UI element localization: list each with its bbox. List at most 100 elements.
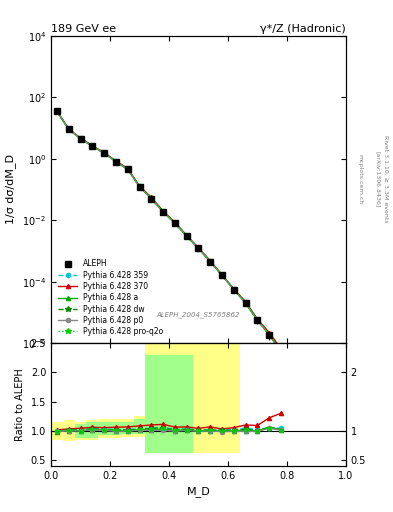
Text: γ*/Z (Hadronic): γ*/Z (Hadronic) bbox=[260, 24, 346, 34]
Y-axis label: Ratio to ALEPH: Ratio to ALEPH bbox=[15, 368, 25, 441]
Pythia 6.428 359 bbox=[78, 135, 83, 141]
Pythia 6.428 pro-q2o bbox=[66, 126, 71, 132]
Pythia 6.428 359 bbox=[55, 108, 59, 114]
Pythia 6.428 a bbox=[66, 126, 71, 133]
Text: 189 GeV ee: 189 GeV ee bbox=[51, 24, 116, 34]
Pythia 6.428 p0 bbox=[114, 159, 118, 165]
X-axis label: M_D: M_D bbox=[187, 486, 210, 497]
Pythia 6.428 a bbox=[161, 209, 165, 215]
Line: Pythia 6.428 370: Pythia 6.428 370 bbox=[55, 109, 283, 351]
Pythia 6.428 pro-q2o bbox=[55, 108, 59, 114]
Pythia 6.428 pro-q2o bbox=[279, 349, 283, 355]
Pythia 6.428 359 bbox=[90, 143, 95, 149]
Pythia 6.428 a bbox=[255, 317, 260, 324]
Pythia 6.428 359 bbox=[184, 233, 189, 239]
Pythia 6.428 dw bbox=[161, 208, 165, 215]
Pythia 6.428 dw bbox=[267, 331, 272, 337]
Pythia 6.428 370 bbox=[90, 143, 95, 149]
Pythia 6.428 pro-q2o bbox=[220, 272, 224, 279]
Pythia 6.428 p0 bbox=[161, 209, 165, 215]
Line: Pythia 6.428 359: Pythia 6.428 359 bbox=[55, 109, 283, 354]
Pythia 6.428 370 bbox=[137, 183, 142, 189]
Pythia 6.428 a bbox=[90, 143, 95, 150]
Pythia 6.428 a bbox=[137, 184, 142, 190]
Pythia 6.428 370 bbox=[184, 232, 189, 239]
Pythia 6.428 a bbox=[55, 109, 59, 115]
Legend: ALEPH, Pythia 6.428 359, Pythia 6.428 370, Pythia 6.428 a, Pythia 6.428 dw, Pyth: ALEPH, Pythia 6.428 359, Pythia 6.428 37… bbox=[55, 257, 167, 339]
Y-axis label: 1/σ dσ/dM_D: 1/σ dσ/dM_D bbox=[6, 155, 17, 224]
Pythia 6.428 359 bbox=[161, 208, 165, 215]
Pythia 6.428 a bbox=[208, 259, 213, 265]
Text: Rivet 3.1.10, ≥ 3.3M events: Rivet 3.1.10, ≥ 3.3M events bbox=[383, 135, 388, 223]
Pythia 6.428 dw bbox=[137, 184, 142, 190]
Pythia 6.428 359 bbox=[149, 195, 154, 201]
Pythia 6.428 359 bbox=[243, 300, 248, 306]
Pythia 6.428 359 bbox=[267, 331, 272, 337]
Pythia 6.428 359 bbox=[102, 150, 107, 156]
Pythia 6.428 p0 bbox=[66, 126, 71, 133]
Pythia 6.428 370 bbox=[267, 329, 272, 335]
Pythia 6.428 p0 bbox=[173, 220, 177, 226]
Pythia 6.428 370 bbox=[208, 258, 213, 264]
Pythia 6.428 p0 bbox=[220, 272, 224, 279]
Pythia 6.428 dw bbox=[102, 150, 107, 156]
Pythia 6.428 a bbox=[125, 166, 130, 173]
Pythia 6.428 359 bbox=[220, 272, 224, 278]
Pythia 6.428 pro-q2o bbox=[255, 317, 260, 323]
Pythia 6.428 p0 bbox=[279, 349, 283, 355]
Pythia 6.428 p0 bbox=[149, 196, 154, 202]
Pythia 6.428 pro-q2o bbox=[137, 184, 142, 190]
Pythia 6.428 p0 bbox=[208, 259, 213, 265]
Pythia 6.428 p0 bbox=[243, 300, 248, 306]
Text: [arXiv:1306.3436]: [arXiv:1306.3436] bbox=[375, 151, 380, 207]
Pythia 6.428 dw bbox=[149, 195, 154, 201]
Pythia 6.428 370 bbox=[279, 346, 283, 352]
Line: Pythia 6.428 p0: Pythia 6.428 p0 bbox=[55, 109, 283, 354]
Pythia 6.428 359 bbox=[137, 183, 142, 189]
Pythia 6.428 p0 bbox=[125, 166, 130, 173]
Pythia 6.428 370 bbox=[255, 316, 260, 322]
Pythia 6.428 dw bbox=[173, 220, 177, 226]
Pythia 6.428 pro-q2o bbox=[90, 143, 95, 150]
Pythia 6.428 p0 bbox=[196, 245, 201, 251]
Pythia 6.428 pro-q2o bbox=[78, 136, 83, 142]
Pythia 6.428 359 bbox=[231, 286, 236, 292]
Text: mcplots.cern.ch: mcplots.cern.ch bbox=[358, 154, 363, 204]
Pythia 6.428 370 bbox=[220, 272, 224, 278]
Pythia 6.428 a bbox=[149, 196, 154, 202]
Pythia 6.428 359 bbox=[66, 126, 71, 132]
Pythia 6.428 pro-q2o bbox=[184, 233, 189, 239]
Pythia 6.428 pro-q2o bbox=[208, 259, 213, 265]
Pythia 6.428 dw bbox=[279, 349, 283, 355]
Pythia 6.428 p0 bbox=[184, 233, 189, 239]
Pythia 6.428 dw bbox=[125, 166, 130, 173]
Pythia 6.428 370 bbox=[173, 219, 177, 225]
Pythia 6.428 a bbox=[231, 287, 236, 293]
Pythia 6.428 pro-q2o bbox=[243, 300, 248, 306]
Pythia 6.428 dw bbox=[208, 259, 213, 265]
Pythia 6.428 pro-q2o bbox=[102, 150, 107, 156]
Pythia 6.428 pro-q2o bbox=[114, 159, 118, 165]
Pythia 6.428 a bbox=[114, 159, 118, 165]
Pythia 6.428 p0 bbox=[102, 150, 107, 156]
Pythia 6.428 dw bbox=[220, 272, 224, 279]
Line: Pythia 6.428 dw: Pythia 6.428 dw bbox=[55, 109, 283, 354]
Pythia 6.428 pro-q2o bbox=[149, 195, 154, 201]
Pythia 6.428 dw bbox=[55, 108, 59, 114]
Pythia 6.428 370 bbox=[231, 286, 236, 292]
Pythia 6.428 pro-q2o bbox=[196, 245, 201, 251]
Pythia 6.428 359 bbox=[125, 166, 130, 172]
Text: ALEPH_2004_S5765862: ALEPH_2004_S5765862 bbox=[157, 312, 240, 318]
Pythia 6.428 370 bbox=[149, 195, 154, 201]
Pythia 6.428 370 bbox=[161, 208, 165, 214]
Pythia 6.428 dw bbox=[255, 317, 260, 323]
Pythia 6.428 370 bbox=[114, 158, 118, 164]
Pythia 6.428 a bbox=[267, 331, 272, 337]
Pythia 6.428 a bbox=[279, 349, 283, 355]
Pythia 6.428 370 bbox=[55, 108, 59, 114]
Pythia 6.428 359 bbox=[208, 258, 213, 264]
Pythia 6.428 370 bbox=[66, 126, 71, 132]
Pythia 6.428 pro-q2o bbox=[161, 209, 165, 215]
Pythia 6.428 a bbox=[184, 233, 189, 239]
Pythia 6.428 p0 bbox=[137, 184, 142, 190]
